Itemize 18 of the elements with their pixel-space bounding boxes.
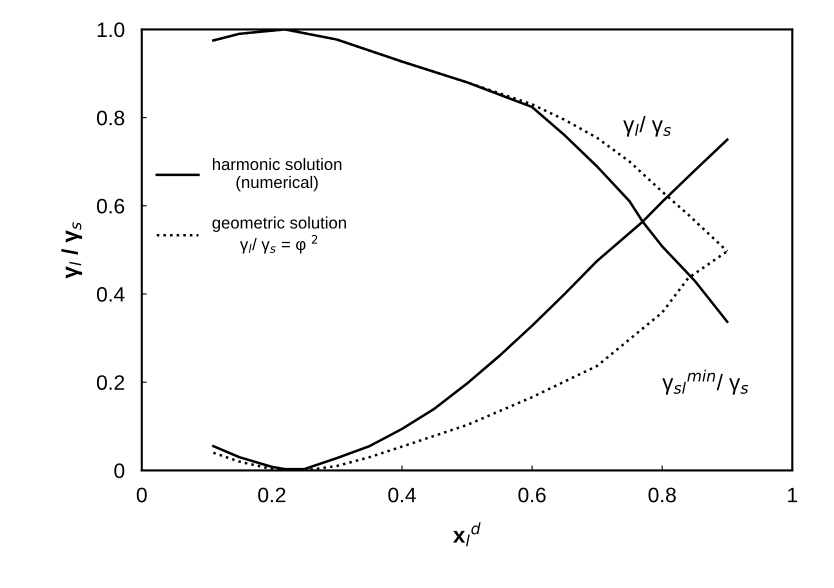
x-tick-label: 1 [788, 488, 798, 502]
y-tick-label: 0.8 [96, 110, 124, 126]
y-tick-label: 1.0 [98, 22, 124, 38]
x-axis-title: x$_{l}$$^{d}$ [453, 522, 481, 546]
y-tick-label: 0.6 [96, 198, 124, 214]
y-tick-label: 0 [114, 463, 124, 478]
legend-label: geometric solution γ$_{l}$/ γ$_{s}$ = φ $^{2}$ [212, 216, 346, 254]
y-axis-title: γ$_{l}$ / γ$_{s}$ [61, 222, 82, 278]
legend-label: harmonic solution (numerical) [212, 158, 342, 192]
y-tick-label: 0.2 [96, 375, 124, 390]
x-tick-label: 0.4 [388, 488, 416, 502]
annotation: γ$_{l}$/ γ$_{s}$ [623, 116, 671, 137]
x-tick-label: 0.6 [518, 488, 546, 502]
y-tick-label: 0.4 [96, 287, 125, 302]
x-tick-label: 0.8 [648, 488, 676, 502]
x-tick-label: 0 [136, 488, 147, 502]
x-tick-label: 0.2 [258, 488, 286, 502]
annotation: γ$_{sl}$$^{min}$/ γ$_{s}$ [662, 370, 748, 395]
